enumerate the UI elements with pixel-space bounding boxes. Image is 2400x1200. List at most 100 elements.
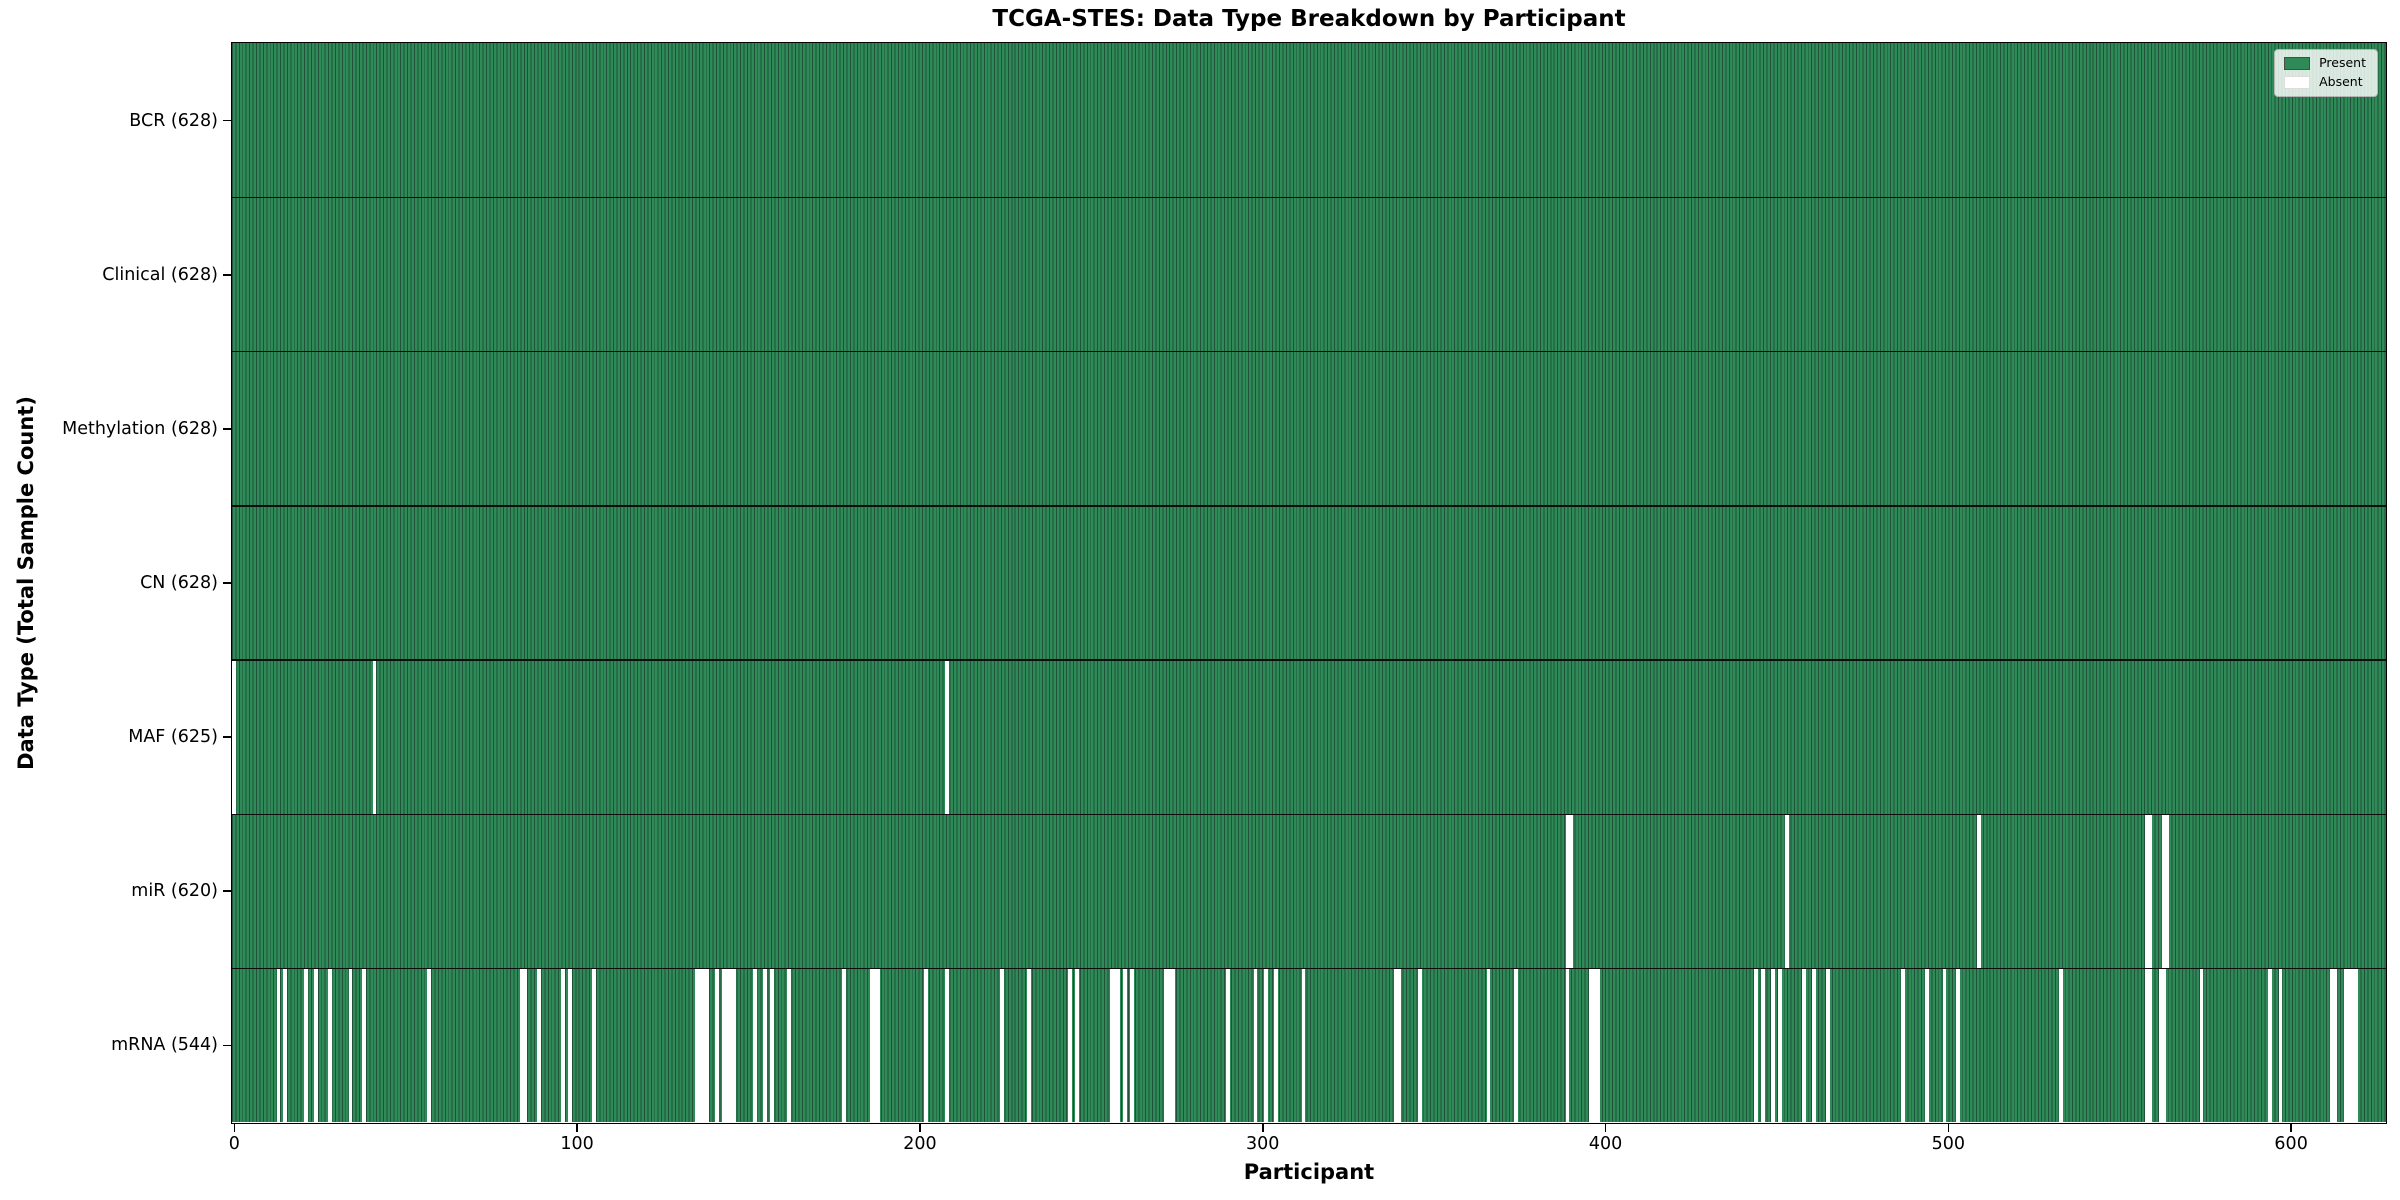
x-tick-label-0: 0	[228, 1134, 240, 1154]
absent-gap-mRNA-465	[1826, 967, 1830, 1122]
absent-gap-miR-389	[1565, 813, 1570, 968]
absent-gap-mRNA-137	[701, 967, 706, 1122]
x-tick-mark	[2290, 1124, 2292, 1132]
y-tick-label-miR: miR (620)	[131, 881, 218, 902]
y-tick-label-MAF: MAF (625)	[128, 727, 218, 748]
absent-gap-mRNA-84	[519, 967, 524, 1122]
y-tick-mark	[223, 736, 231, 738]
present-swatch-icon	[2284, 57, 2311, 70]
absent-gap-mRNA-597	[2278, 967, 2283, 1122]
absent-gap-miR-558	[2144, 813, 2149, 968]
legend-item-present: Present	[2284, 57, 2366, 70]
absent-gap-mRNA-145	[729, 967, 733, 1122]
x-tick-label-500: 500	[1931, 1134, 1966, 1154]
y-tick-label-Clinical: Clinical (628)	[102, 264, 218, 285]
absent-gap-mRNA-494	[1925, 967, 1930, 1122]
y-tick-mark	[223, 273, 231, 276]
absent-gap-mRNA-301	[1263, 967, 1268, 1122]
absent-gap-mRNA-57	[427, 967, 432, 1122]
absent-gap-mRNA-461	[1812, 967, 1817, 1122]
absent-gap-mRNA-274	[1171, 967, 1176, 1122]
legend-label-absent: Absent	[2319, 74, 2363, 90]
legend: Present Absent	[2274, 49, 2378, 97]
absent-gap-mRNA-339	[1394, 967, 1398, 1122]
x-tick-mark	[919, 1124, 921, 1132]
absent-gap-mRNA-105	[591, 967, 596, 1122]
x-axis-label: Participant	[1243, 1160, 1375, 1184]
absent-gap-miR-453	[1784, 813, 1789, 968]
absent-gap-mRNA-558	[2144, 967, 2149, 1122]
absent-gap-mRNA-389	[1565, 967, 1570, 1122]
absent-gap-mRNA-366	[1486, 967, 1491, 1122]
absent-gap-miR-563	[2161, 813, 2166, 968]
absent-gap-mRNA-398	[1596, 967, 1601, 1122]
absent-gap-mRNA-260	[1123, 967, 1128, 1122]
absent-gap-miR-390	[1568, 813, 1573, 968]
x-tick-label-400: 400	[1588, 1134, 1623, 1154]
absent-gap-mRNA-21	[303, 967, 308, 1122]
row-band-miR	[232, 813, 2386, 968]
absent-gap-mRNA-374	[1514, 967, 1518, 1122]
row-separator	[232, 813, 2386, 815]
row-band-MAF	[232, 659, 2386, 814]
absent-gap-mRNA-262	[1130, 967, 1134, 1122]
absent-gap-mRNA-612	[2329, 967, 2334, 1122]
absent-gap-miR-509	[1976, 813, 1981, 968]
legend-item-absent: Absent	[2284, 76, 2366, 89]
absent-gap-mRNA-162	[787, 967, 792, 1122]
row-separator	[232, 967, 2386, 969]
x-tick-mark	[233, 1124, 236, 1132]
absent-gap-mRNA-224	[999, 967, 1004, 1122]
absent-gap-mRNA-144	[725, 967, 730, 1122]
absent-gap-mRNA-136	[698, 967, 703, 1122]
absent-gap-mRNA-618	[2350, 967, 2355, 1122]
absent-gap-mRNA-304	[1274, 967, 1278, 1122]
absent-gap-mRNA-451	[1778, 967, 1782, 1122]
x-tick-label-600: 600	[2274, 1134, 2308, 1154]
absent-gap-mRNA-208	[945, 967, 949, 1122]
absent-gap-mRNA-89	[537, 967, 541, 1122]
absent-gap-mRNA-13	[276, 967, 281, 1122]
absent-gap-mRNA-613	[2333, 967, 2338, 1122]
absent-swatch-icon	[2284, 76, 2311, 89]
absent-gap-MAF-0	[232, 659, 236, 814]
absent-gap-mRNA-499	[1942, 967, 1947, 1122]
absent-gap-mRNA-15	[283, 967, 288, 1122]
x-tick-mark	[576, 1124, 578, 1132]
absent-gap-mRNA-298	[1253, 967, 1258, 1122]
absent-gap-mRNA-503	[1956, 967, 1961, 1122]
absent-gap-MAF-208	[945, 659, 949, 814]
row-band-BCR	[232, 43, 2386, 198]
x-tick-label-300: 300	[1246, 1134, 1280, 1154]
row-separator	[232, 197, 2386, 199]
absent-gap-mRNA-533	[2059, 967, 2063, 1122]
absent-gap-mRNA-458	[1802, 967, 1806, 1122]
y-tick-mark	[223, 1044, 231, 1047]
absent-gap-mRNA-562	[2158, 967, 2163, 1122]
x-tick-label-200: 200	[903, 1134, 937, 1154]
y-tick-mark	[223, 119, 231, 122]
absent-gap-mRNA-152	[753, 967, 757, 1122]
absent-gap-mRNA-594	[2268, 967, 2273, 1122]
absent-gap-mRNA-232	[1027, 967, 1032, 1122]
absent-gap-mRNA-346	[1418, 967, 1422, 1122]
absent-gap-mRNA-257	[1113, 967, 1117, 1122]
y-tick-mark	[223, 890, 231, 893]
absent-gap-miR-564	[2165, 813, 2170, 968]
absent-gap-MAF-41	[372, 659, 377, 814]
row-separator	[232, 659, 2386, 661]
row-band-mRNA	[232, 967, 2386, 1122]
absent-gap-mRNA-38	[362, 967, 367, 1122]
absent-gap-mRNA-96	[561, 967, 565, 1122]
y-tick-mark	[223, 582, 231, 584]
absent-gap-mRNA-617	[2347, 967, 2351, 1122]
absent-gap-mRNA-487	[1901, 967, 1906, 1122]
absent-gap-mRNA-24	[314, 967, 319, 1122]
absent-gap-mRNA-28	[327, 967, 332, 1122]
absent-gap-mRNA-616	[2343, 967, 2348, 1122]
absent-gap-mRNA-396	[1589, 967, 1594, 1122]
absent-gap-mRNA-256	[1109, 967, 1114, 1122]
absent-gap-mRNA-187	[873, 967, 877, 1122]
absent-gap-mRNA-141	[715, 967, 720, 1122]
